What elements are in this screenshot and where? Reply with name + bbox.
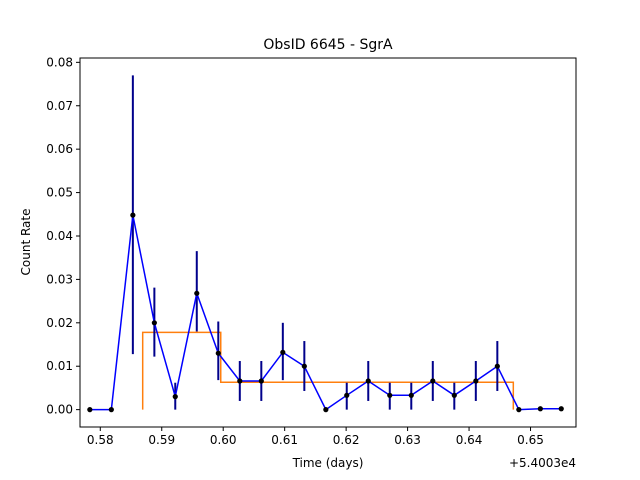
axes: 0.58 0.59 0.60 0.61 0.62 0.63 0.64 0.65 0.00 0.01… — [46, 55, 577, 447]
x-tick-label: 0.61 — [271, 433, 298, 447]
y-tick-label: 0.04 — [46, 229, 73, 243]
data-point — [172, 394, 178, 400]
plot-frame — [79, 57, 577, 428]
y-tick-label: 0.01 — [46, 359, 73, 373]
x-tick-label: 0.65 — [517, 433, 544, 447]
data-point — [408, 392, 414, 398]
x-tick-label: 0.58 — [87, 433, 114, 447]
x-tick-label: 0.60 — [210, 433, 237, 447]
data-point — [194, 290, 200, 296]
x-offset-label: +5.4003e4 — [509, 456, 576, 470]
data-point — [558, 406, 564, 412]
chart-title: ObsID 6645 - SgrA — [263, 37, 393, 53]
y-tick-label: 0.06 — [46, 142, 73, 156]
x-tick-label: 0.59 — [148, 433, 175, 447]
data-point — [130, 212, 136, 218]
y-tick-label: 0.02 — [46, 316, 73, 330]
plot-marks — [87, 75, 564, 413]
data-point — [387, 392, 393, 398]
x-tick-label: 0.64 — [456, 433, 483, 447]
data-point — [301, 363, 307, 369]
data-point — [280, 349, 286, 355]
x-tick-label: 0.63 — [394, 433, 421, 447]
data-point — [215, 350, 221, 356]
data-point — [516, 407, 522, 413]
data-point — [451, 392, 457, 398]
data-point — [237, 378, 243, 384]
x-axis-label: Time (days) — [292, 456, 364, 470]
data-point — [344, 392, 350, 398]
y-tick-label: 0.03 — [46, 272, 73, 286]
data-point — [151, 320, 157, 326]
y-tick-label: 0.05 — [46, 186, 73, 200]
data-point — [87, 407, 93, 413]
data-point — [473, 378, 479, 384]
y-tick-label: 0.08 — [46, 55, 73, 69]
data-point — [365, 378, 371, 384]
x-tick-label: 0.62 — [333, 433, 360, 447]
data-point — [430, 378, 436, 384]
data-point — [258, 378, 264, 384]
y-tick-label: 0.00 — [46, 403, 73, 417]
data-point — [108, 407, 114, 413]
data-point — [323, 407, 329, 413]
y-tick-label: 0.07 — [46, 99, 73, 113]
data-point — [537, 406, 543, 412]
data-point — [494, 363, 500, 369]
y-axis-label: Count Rate — [19, 209, 33, 276]
